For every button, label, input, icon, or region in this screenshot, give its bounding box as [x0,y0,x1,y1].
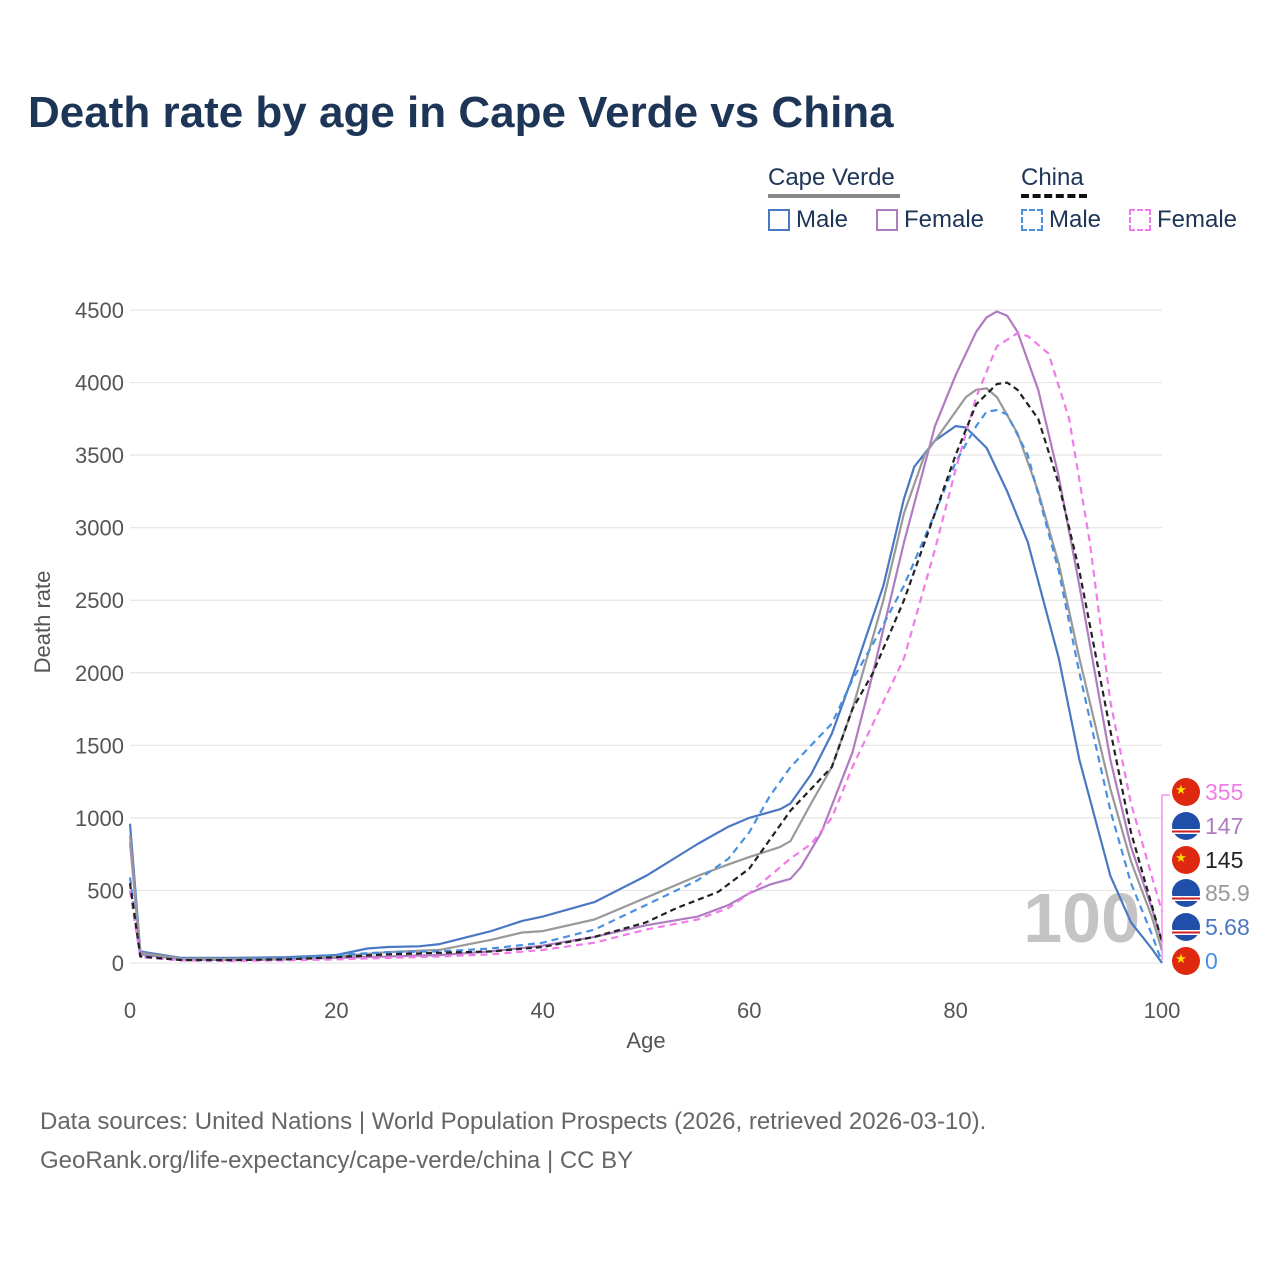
end-value-label: 147 [1205,813,1243,839]
china-flag-star: ★ [1175,952,1187,967]
legend-swatch-cape-verde-female [876,209,898,231]
y-tick-label: 3000 [75,516,124,541]
legend-group-china-label: China [1021,164,1084,191]
x-tick-label: 0 [124,998,136,1023]
x-tick-label: 80 [943,998,967,1023]
cape-verde-flag-icon [1172,879,1200,907]
series-line-cape-verde-male [128,425,1163,964]
legend-swatch-cape-verde-male [768,209,790,231]
y-tick-label: 4500 [75,298,124,323]
cape-verde-flag-red-stripe [1172,897,1200,900]
y-tick-label: 500 [87,878,124,903]
series-line-cape-verde-female [128,310,1164,962]
china-flag-icon [1172,947,1200,975]
china-flag-icon [1172,778,1200,806]
y-tick-label: 1000 [75,806,124,831]
china-flag-star: ★ [1175,783,1187,798]
legend-group-china[interactable]: China [1021,164,1087,198]
y-tick-label: 1500 [75,733,124,758]
y-tick-label: 4000 [75,371,124,396]
legend-label-cape-verde-male: Male [796,206,849,233]
age-watermark: 100 [1023,879,1140,957]
china-flag-icon [1172,846,1200,874]
end-value-label: 145 [1205,847,1243,873]
cape-verde-flag-red-stripe [1172,931,1200,934]
end-value-label: 85.9 [1205,880,1250,906]
footer-sources: Data sources: United Nations | World Pop… [40,1108,987,1135]
legend-label-cape-verde-female: Female [904,206,985,233]
legend-group-cape-verde-swatch [768,194,900,198]
legend-swatch-china-male [1021,209,1043,231]
x-axis-label: Age [626,1028,665,1053]
legend-item-cape-verde-female[interactable]: Female [876,206,984,234]
legend-swatch-china-female [1129,209,1151,231]
footer-link[interactable]: GeoRank.org/life-expectancy/cape-verde/c… [40,1147,634,1174]
x-tick-label: 100 [1144,998,1181,1023]
legend-group-cape-verde[interactable]: Cape Verde [768,164,900,198]
chart-title: Death rate by age in Cape Verde vs China [28,88,894,137]
legend-item-china-male[interactable]: Male [1021,206,1101,234]
legend-group-cape-verde-label: Cape Verde [768,164,895,191]
series-line-cape-verde-both [128,387,1164,960]
y-tick-label: 2000 [75,661,124,686]
series-line-china-male [128,409,1164,963]
y-axis-label: Death rate [30,571,55,674]
x-tick-label: 40 [531,998,555,1023]
x-tick-label: 60 [737,998,761,1023]
legend-label-china-male: Male [1049,206,1102,233]
cape-verde-flag-icon [1172,812,1200,840]
y-tick-label: 3500 [75,443,124,468]
legend-item-china-female[interactable]: Female [1129,206,1237,234]
end-value-label: 5.68 [1205,914,1250,940]
x-tick-label: 20 [324,998,348,1023]
cape-verde-flag-red-stripe [1172,830,1200,833]
end-value-label: 0 [1205,948,1218,974]
series-line-china-female [128,332,1164,962]
series-line-china-both [128,381,1164,962]
china-flag-star: ★ [1175,851,1187,866]
legend-group-china-swatch [1021,194,1087,198]
y-tick-label: 2500 [75,588,124,613]
cape-verde-flag-icon [1172,913,1200,941]
legend-label-china-female: Female [1157,206,1238,233]
y-tick-label: 0 [112,951,124,976]
legend-item-cape-verde-male[interactable]: Male [768,206,848,234]
end-value-label: 355 [1205,779,1243,805]
